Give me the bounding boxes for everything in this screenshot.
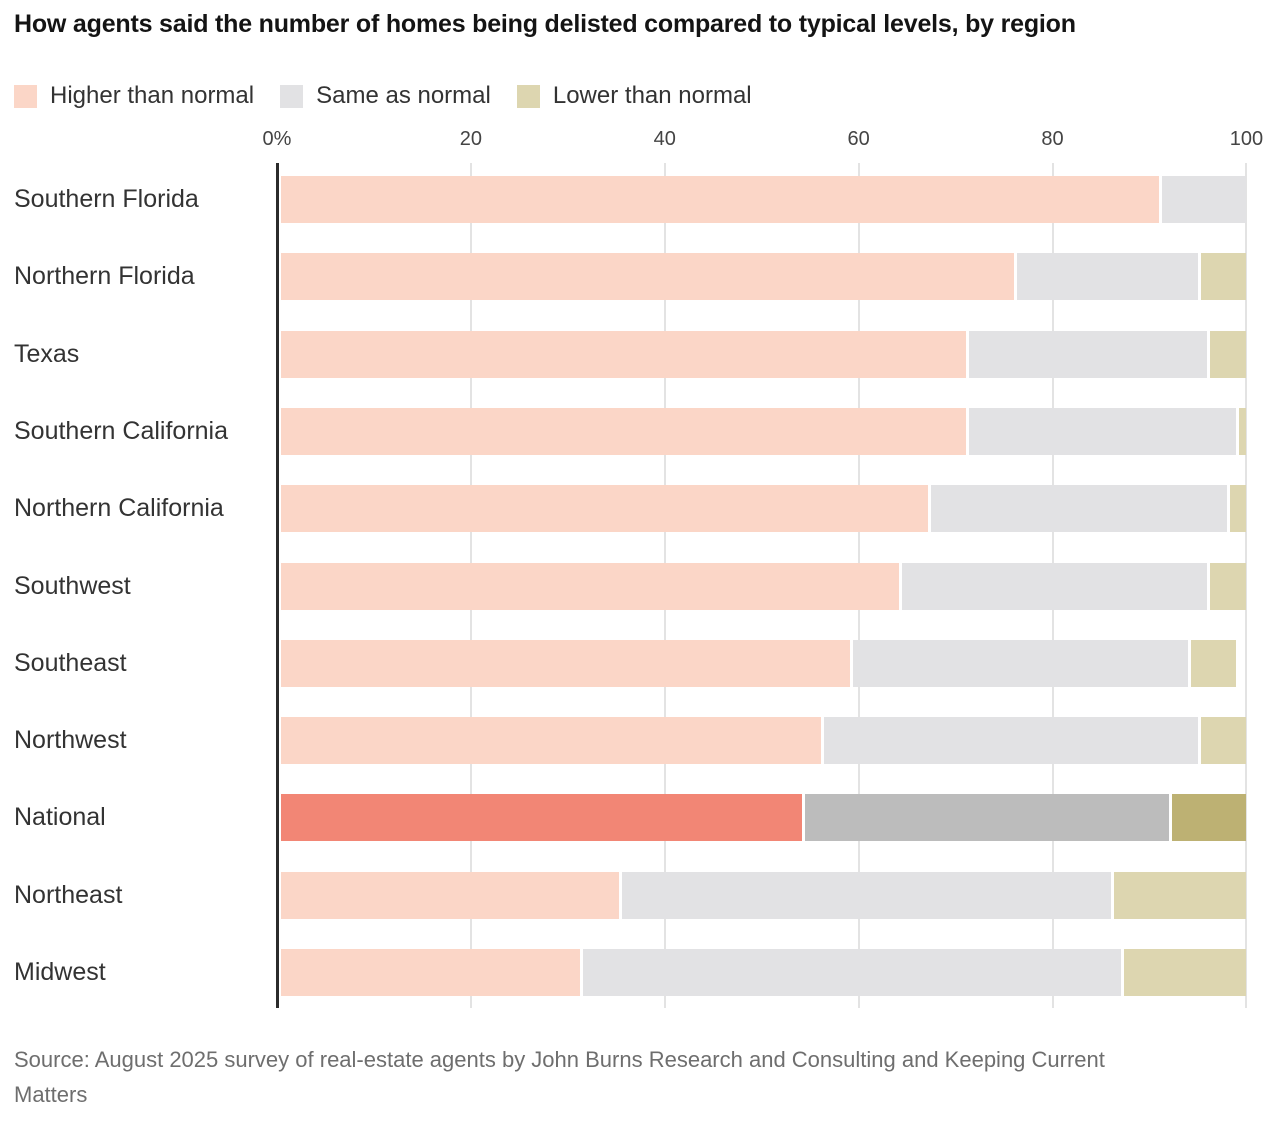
row-label-northern-florida: Northern Florida <box>14 262 195 291</box>
bar-row-southern-florida <box>281 176 1246 223</box>
bar-segment-lower-than-normal <box>1207 562 1246 610</box>
bar-segment-same-as-normal <box>821 717 1198 765</box>
bar-segment-lower-than-normal <box>1226 485 1246 533</box>
row-label-southeast: Southeast <box>14 648 127 677</box>
bar-segment-same-as-normal <box>618 871 1111 919</box>
bar-segment-higher-than-normal <box>281 485 928 533</box>
legend-item-lower: Lower than normal <box>516 82 752 110</box>
bar-segment-higher-than-normal <box>281 330 967 378</box>
bar-segment-same-as-normal <box>850 639 1189 687</box>
bar-segment-same-as-normal <box>927 485 1227 533</box>
legend-item-higher: Higher than normal <box>14 82 254 110</box>
bar-segment-higher-than-normal <box>281 639 851 687</box>
row-label-southern-florida: Southern Florida <box>14 185 199 213</box>
bar-segment-lower-than-normal <box>1120 949 1246 996</box>
row-label-northern-california: Northern California <box>14 494 224 523</box>
bar-segment-higher-than-normal <box>281 562 899 610</box>
bar-row-national <box>281 794 1246 842</box>
bar-row-southwest <box>281 562 1246 610</box>
bar-segment-same-as-normal <box>802 794 1169 842</box>
plot-area: 0% 20 40 60 80 100 <box>263 128 1263 1008</box>
bar-segment-higher-than-normal <box>281 176 1160 223</box>
legend-label-higher: Higher than normal <box>50 82 255 109</box>
legend-label-lower: Lower than normal <box>552 82 752 109</box>
chart-legend: Higher than normal Same as normal Lower … <box>14 82 752 110</box>
x-tick-0: 0% <box>262 128 292 150</box>
bar-row-northwest <box>281 717 1246 765</box>
bar-row-southeast <box>281 639 1246 687</box>
x-tick-60: 60 <box>847 128 870 150</box>
bar-row-northern-california <box>281 485 1246 533</box>
bar-segment-same-as-normal <box>1159 176 1246 223</box>
bar-segment-lower-than-normal <box>1110 871 1246 919</box>
bar-segment-same-as-normal <box>1014 253 1198 301</box>
bar-segment-same-as-normal <box>580 949 1121 996</box>
bar-segment-same-as-normal <box>966 407 1237 455</box>
legend-swatch-higher-icon <box>14 84 37 108</box>
legend-swatch-same-icon <box>280 84 304 108</box>
bar-segment-same-as-normal <box>898 562 1208 610</box>
bar-row-northeast <box>281 871 1246 919</box>
chart-title: How agents said the number of homes bein… <box>14 10 1076 38</box>
bar-row-midwest <box>281 949 1246 996</box>
bar-segment-higher-than-normal <box>281 407 967 455</box>
legend-item-same: Same as normal <box>280 82 491 110</box>
x-tick-80: 80 <box>1041 128 1064 150</box>
bar-row-southern-california <box>281 407 1246 455</box>
source-note: Source: August 2025 survey of real-estat… <box>14 1047 1105 1107</box>
x-tick-100: 100 <box>1229 128 1264 150</box>
bar-segment-same-as-normal <box>966 330 1208 378</box>
bar-segment-lower-than-normal <box>1197 717 1246 765</box>
row-label-national: National <box>14 803 106 832</box>
bar-segment-higher-than-normal <box>281 794 803 842</box>
bar-segment-higher-than-normal <box>281 949 581 996</box>
bar-segment-lower-than-normal <box>1236 407 1246 455</box>
x-tick-20: 20 <box>459 128 482 150</box>
bar-segment-lower-than-normal <box>1207 330 1246 378</box>
row-label-southern-california: Southern California <box>14 416 229 445</box>
bar-row-northern-florida <box>281 253 1246 301</box>
bar-segment-higher-than-normal <box>281 717 822 765</box>
bar-segment-lower-than-normal <box>1197 253 1246 301</box>
legend-swatch-lower-icon <box>516 84 540 108</box>
row-label-northeast: Northeast <box>14 880 123 909</box>
gridline-100 <box>1245 163 1248 1008</box>
bar-segment-lower-than-normal <box>1168 794 1246 842</box>
row-label-northwest: Northwest <box>14 726 127 755</box>
bar-segment-lower-than-normal <box>1188 639 1237 687</box>
bar-segment-higher-than-normal <box>281 871 619 919</box>
bar-row-texas <box>281 330 1246 378</box>
row-label-midwest: Midwest <box>14 958 106 986</box>
row-label-texas: Texas <box>14 339 80 368</box>
bar-segment-higher-than-normal <box>281 253 1015 301</box>
x-tick-40: 40 <box>653 128 676 150</box>
legend-label-same: Same as normal <box>316 82 491 109</box>
y-axis-line <box>276 163 279 1008</box>
row-label-southwest: Southwest <box>14 571 131 600</box>
